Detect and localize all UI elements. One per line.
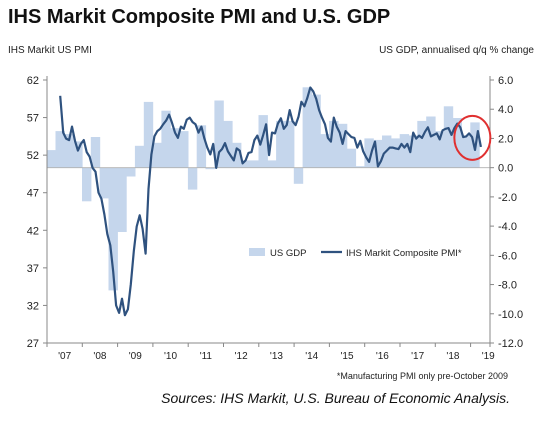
gdp-bar (64, 134, 74, 168)
gdp-bar (187, 167, 198, 190)
x-tick-label: '16 (376, 351, 389, 362)
pmi-line (59, 86, 482, 317)
left-axis-label: IHS Markit US PMI (8, 45, 92, 56)
gdp-bar (302, 87, 312, 168)
chart-title: IHS Markit Composite PMI and U.S. GDP (8, 6, 391, 28)
x-tick-label: '08 (93, 351, 106, 362)
gdp-bar (267, 160, 277, 168)
gdp-bar (373, 139, 383, 168)
x-tick-label: '10 (164, 351, 177, 362)
left-tick-label: 37 (27, 263, 39, 275)
right-tick-label: 2.0 (498, 133, 513, 145)
gdp-bar (408, 135, 418, 168)
left-tick-label: 42 (27, 225, 39, 237)
gdp-bar (293, 167, 304, 184)
right-axis-label: US GDP, annualised q/q % change (379, 45, 534, 56)
gdp-bar (46, 150, 57, 168)
gdp-bar (390, 138, 401, 168)
left-tick-label: 27 (27, 338, 39, 350)
gdp-bar (337, 123, 348, 168)
gdp-bar (205, 167, 215, 170)
x-tick-label: '13 (270, 351, 283, 362)
right-tick-label: -10.0 (498, 309, 523, 321)
gdp-bar (435, 131, 445, 168)
highlight-circle (453, 114, 492, 161)
x-tick-label: '15 (341, 351, 354, 362)
x-tick-label: '17 (411, 351, 424, 362)
gdp-bar (320, 134, 330, 168)
gdp-bar (161, 110, 171, 168)
right-tick-label: 0.0 (498, 163, 513, 175)
gdp-bar (232, 142, 242, 168)
gdp-bar (240, 160, 251, 168)
right-tick-label: -6.0 (498, 250, 517, 262)
gdp-bar (108, 167, 118, 291)
legend-label-gdp: US GDP (270, 248, 306, 259)
gdp-bar (143, 101, 154, 168)
gdp-bar (355, 166, 365, 168)
x-tick-label: '09 (129, 351, 142, 362)
gdp-bar (426, 116, 436, 168)
footnote: *Manufacturing PMI only pre-October 2009 (336, 371, 508, 381)
gdp-bar (249, 160, 260, 168)
gdp-bar (82, 167, 92, 202)
x-tick-label: '11 (200, 351, 213, 362)
x-tick-label: '07 (58, 351, 71, 362)
legend-swatch-gdp (249, 248, 265, 256)
left-tick-label: 57 (27, 113, 39, 125)
right-tick-label: -12.0 (498, 338, 523, 350)
gdp-bar (285, 120, 295, 168)
gdp-bar (179, 131, 189, 168)
x-tick-label: '19 (482, 351, 495, 362)
gdp-bar (196, 125, 207, 168)
gdp-bar (443, 106, 454, 168)
gdp-bar (223, 120, 233, 168)
legend-label-pmi: IHS Markit Composite PMI* (346, 248, 462, 259)
x-tick-label: '14 (305, 351, 318, 362)
gdp-bar (90, 137, 101, 168)
gdp-bar (461, 135, 471, 168)
gdp-bar (329, 120, 339, 168)
x-tick-label: '12 (235, 351, 248, 362)
right-tick-label: -8.0 (498, 280, 517, 292)
left-tick-label: 52 (27, 150, 39, 162)
gdp-bar (55, 131, 65, 168)
gdp-bar (258, 115, 268, 168)
right-tick-label: -4.0 (498, 221, 517, 233)
gdp-bar (417, 120, 427, 168)
gdp-bar (311, 94, 321, 168)
left-tick-label: 62 (27, 75, 39, 87)
gdp-bar (214, 100, 224, 168)
gdp-bar (346, 148, 357, 168)
gdp-bar (170, 128, 180, 168)
right-tick-label: 6.0 (498, 75, 513, 87)
gdp-bar (99, 167, 109, 199)
gdp-bar (452, 118, 462, 168)
gdp-bar (126, 167, 136, 177)
gdp-bar (152, 142, 162, 168)
x-tick-label: '18 (446, 351, 459, 362)
right-tick-label: 4.0 (498, 104, 513, 116)
left-tick-label: 32 (27, 300, 39, 312)
source-note: Sources: IHS Markit, U.S. Bureau of Econ… (161, 390, 510, 406)
gdp-bar (73, 141, 83, 168)
gdp-bar (117, 167, 127, 232)
gdp-bar (364, 138, 374, 168)
left-tick-label: 47 (27, 188, 39, 200)
gdp-bar (134, 145, 145, 168)
gdp-bar (276, 120, 286, 168)
right-tick-label: -2.0 (498, 192, 517, 204)
gdp-bar (399, 134, 410, 168)
